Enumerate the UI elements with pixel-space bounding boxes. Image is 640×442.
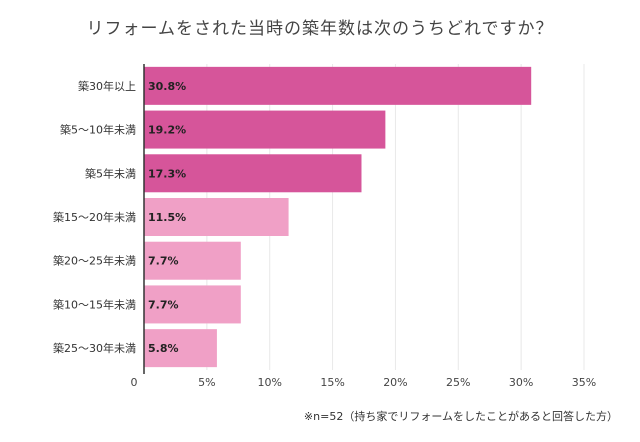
footnote: ※n=52（持ち家でリフォームをしたことがあると回答した方）: [303, 410, 618, 423]
x-tick-label: 5%: [198, 376, 215, 389]
category-label: 築5～10年未満: [60, 123, 136, 137]
x-tick-label: 25%: [446, 376, 470, 389]
category-label: 築5年未満: [85, 166, 136, 180]
x-tick-label: 0: [131, 376, 138, 389]
data-label: 5.8%: [148, 342, 179, 355]
bar: [144, 329, 217, 368]
bar: [144, 198, 289, 236]
bar: [144, 285, 241, 324]
bar: [144, 154, 362, 193]
category-label: 築10～15年未満: [53, 297, 136, 311]
category-label: 築20～25年未満: [53, 254, 136, 268]
x-tick-label: 30%: [509, 376, 533, 389]
category-label: 築15～20年未満: [53, 210, 136, 224]
data-label: 7.7%: [148, 298, 179, 311]
data-label: 19.2%: [148, 124, 186, 137]
x-tick-label: 10%: [257, 376, 281, 389]
data-label: 11.5%: [148, 211, 186, 224]
category-label: 築30年以上: [78, 79, 136, 93]
x-tick-label: 15%: [320, 376, 344, 389]
data-label: 7.7%: [148, 255, 179, 268]
category-label: 築25～30年未満: [53, 341, 136, 355]
data-label: 30.8%: [148, 80, 186, 93]
bar: [144, 110, 386, 149]
bar: [144, 241, 241, 280]
chart-title: リフォームをされた当時の築年数は次のうちどれですか？: [86, 19, 554, 39]
data-label: 17.3%: [148, 167, 186, 180]
x-tick-label: 35%: [572, 376, 596, 389]
x-tick-label: 20%: [383, 376, 407, 389]
bar: [144, 66, 532, 105]
